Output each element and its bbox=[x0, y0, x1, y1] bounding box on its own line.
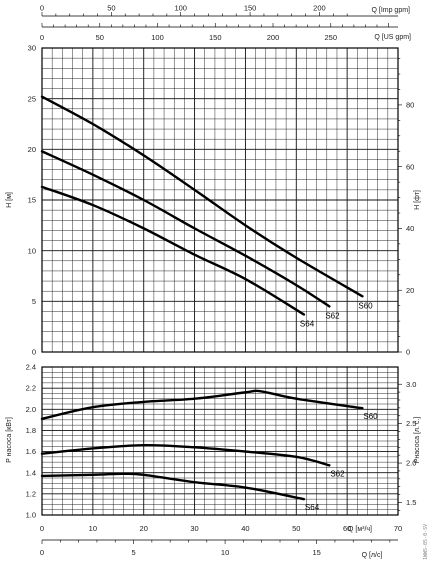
flow-m3h-axis-title: Q [м³/ч] bbox=[348, 526, 372, 533]
power-kw-tick-label: 2.2 bbox=[26, 384, 36, 393]
head-m-tick-label: 10 bbox=[28, 246, 36, 255]
power-kw-tick-label: 1.6 bbox=[26, 447, 36, 456]
head-curve-label-s60: S60 bbox=[358, 301, 373, 310]
flow-ls-tick-label: 10 bbox=[221, 548, 229, 557]
flow-m3h-tick-label: 30 bbox=[190, 524, 198, 533]
imp-gpm-tick-label: 50 bbox=[107, 4, 115, 13]
flow-ls-tick-label: 0 bbox=[40, 548, 44, 557]
head-curve-label-s64: S64 bbox=[300, 320, 315, 329]
head-m-tick-label: 20 bbox=[28, 145, 36, 154]
flow-m3h-tick-label: 70 bbox=[394, 524, 402, 533]
flow-m3h-tick-label: 20 bbox=[140, 524, 148, 533]
imp-gpm-tick-label: 150 bbox=[244, 4, 257, 13]
us-gpm-tick-label: 0 bbox=[40, 33, 44, 42]
power-curve-s64 bbox=[40, 472, 306, 501]
head-curve-s64 bbox=[40, 185, 306, 316]
power-kw-axis-title: P насоса [кВт] bbox=[6, 417, 13, 463]
power-chart-frame bbox=[41, 366, 399, 516]
chart-frames bbox=[41, 47, 399, 516]
power-hp-tick-label: 1.5 bbox=[406, 498, 416, 507]
power-curve-label-s64: S64 bbox=[305, 503, 320, 512]
power-chart-grid bbox=[41, 366, 399, 516]
power-hp-tick-label: 3.0 bbox=[406, 380, 416, 389]
flow-m3h-tick-label: 40 bbox=[241, 524, 249, 533]
imp-gpm-tick-label: 100 bbox=[174, 4, 187, 13]
power-hp-tick-label: 2.0 bbox=[406, 459, 416, 468]
flow-m3h-tick-label: 50 bbox=[292, 524, 300, 533]
side-code-label: 1WWS-05-0-SV bbox=[423, 524, 429, 560]
power-kw-tick-label: 1.8 bbox=[26, 426, 36, 435]
power-curve-s60 bbox=[40, 389, 364, 420]
head-m-tick-label: 25 bbox=[28, 94, 36, 103]
flow-m3h-tick-label: 0 bbox=[40, 524, 44, 533]
us-gpm-tick-label: 50 bbox=[96, 33, 104, 42]
power-kw-tick-label: 2.0 bbox=[26, 405, 36, 414]
head-ft-tick-label: 40 bbox=[406, 224, 414, 233]
us-gpm-tick-label: 250 bbox=[325, 33, 338, 42]
head-curve-label-s62: S62 bbox=[325, 311, 340, 320]
flow-m3h-tick-label: 10 bbox=[89, 524, 97, 533]
performance-curves: S60 S62 S64 S60 S62 S64 bbox=[40, 95, 378, 512]
flow-m3h-tick-label: 60 bbox=[343, 524, 351, 533]
us-gpm-tick-label: 100 bbox=[151, 33, 164, 42]
head-curve-s60 bbox=[40, 95, 364, 298]
head-m-tick-label: 0 bbox=[32, 348, 36, 357]
head-ft-tick-label: 60 bbox=[406, 162, 414, 171]
power-hp-axis-title: Pнасоса [л. с.] bbox=[414, 417, 421, 464]
power-curve-label-s62: S62 bbox=[330, 469, 345, 478]
head-ft-axis-title: H [фт] bbox=[414, 190, 421, 210]
head-ft-tick-label: 80 bbox=[406, 101, 414, 110]
flow-ls-tick-label: 5 bbox=[131, 548, 135, 557]
head-m-tick-label: 5 bbox=[32, 297, 36, 306]
power-curve-s62 bbox=[40, 444, 331, 467]
head-m-axis-title: H [м] bbox=[6, 192, 13, 208]
head-m-tick-label: 30 bbox=[28, 44, 36, 53]
head-curve-s62 bbox=[40, 150, 331, 308]
top-axis-us-gpm-title: Q [US gpm] bbox=[374, 34, 411, 41]
imp-gpm-tick-label: 0 bbox=[40, 4, 44, 13]
head-ft-tick-label: 20 bbox=[406, 286, 414, 295]
us-gpm-tick-label: 150 bbox=[209, 33, 222, 42]
power-curve-label-s60: S60 bbox=[363, 412, 378, 421]
head-chart-frame bbox=[41, 47, 399, 353]
power-kw-tick-label: 2.4 bbox=[26, 363, 36, 372]
power-kw-tick-label: 1.2 bbox=[26, 489, 36, 498]
top-axis-imp-gpm-title: Q [Imp gpm] bbox=[371, 7, 410, 14]
power-kw-tick-label: 1.0 bbox=[26, 511, 36, 520]
us-gpm-tick-label: 200 bbox=[267, 33, 280, 42]
head-ft-tick-label: 0 bbox=[406, 348, 410, 357]
power-kw-tick-label: 1.4 bbox=[26, 468, 36, 477]
flow-ls-tick-label: 15 bbox=[312, 548, 320, 557]
flow-ls-axis-title: Q [л/с] bbox=[362, 552, 383, 559]
power-hp-tick-label: 2.5 bbox=[406, 419, 416, 428]
imp-gpm-tick-label: 200 bbox=[313, 4, 326, 13]
head-chart-grid bbox=[41, 47, 399, 353]
head-m-tick-label: 15 bbox=[28, 196, 36, 205]
